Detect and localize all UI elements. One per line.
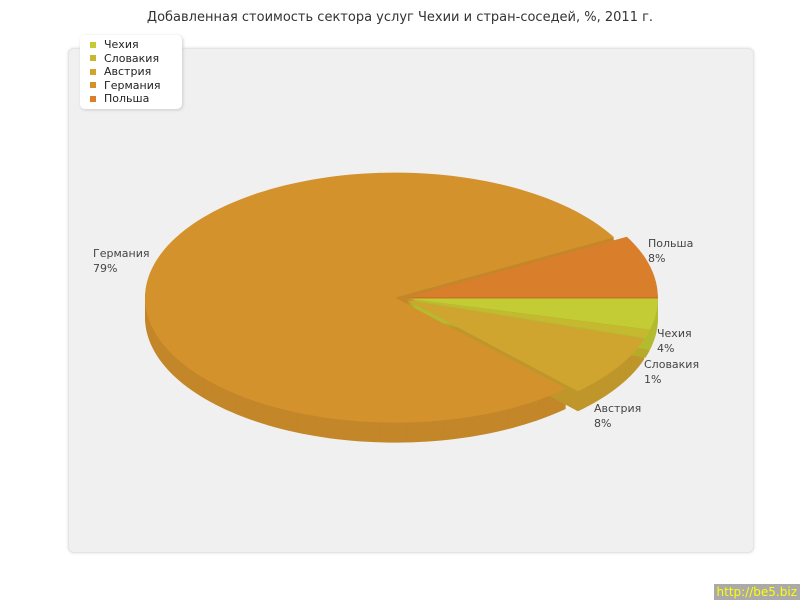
legend: Чехия Словакия Австрия Германия Польша xyxy=(80,35,183,109)
legend-item[interactable]: Словакия xyxy=(90,52,160,66)
legend-swatch xyxy=(90,41,96,48)
legend-label: Чехия xyxy=(104,38,139,52)
pie-slice[interactable] xyxy=(145,172,615,423)
legend-label: Словакия xyxy=(104,51,160,65)
pie-slice[interactable] xyxy=(406,300,645,392)
data-label-value: 8% xyxy=(594,417,611,430)
legend-item[interactable]: Чехия xyxy=(90,38,160,52)
data-label-name: Германия xyxy=(93,247,149,260)
legend-label: Польша xyxy=(104,92,150,106)
chart-title: Добавленная стоимость сектора услуг Чехи… xyxy=(146,10,654,25)
pie-slice[interactable] xyxy=(407,298,658,330)
data-label-value: 4% xyxy=(657,342,674,355)
data-label-name: Словакия xyxy=(644,358,699,371)
legend-swatch xyxy=(90,68,96,75)
legend-swatch xyxy=(90,55,96,62)
data-label-name: Чехия xyxy=(657,327,692,340)
legend-label: Австрия xyxy=(104,65,152,79)
data-label-name: Польша xyxy=(648,237,693,250)
legend-label: Германия xyxy=(104,78,161,92)
data-label-value: 79% xyxy=(93,262,117,275)
legend-item[interactable]: Польша xyxy=(90,92,160,106)
legend-item[interactable]: Австрия xyxy=(90,65,160,79)
pie-slice[interactable] xyxy=(407,299,650,338)
data-label-value: 1% xyxy=(644,373,661,386)
legend-item[interactable]: Германия xyxy=(90,79,160,93)
data-label-name: Австрия xyxy=(594,402,641,415)
watermark[interactable]: http://be5.biz xyxy=(713,584,800,600)
pie-slice[interactable] xyxy=(407,236,658,298)
legend-swatch xyxy=(90,95,96,102)
data-label-value: 8% xyxy=(648,252,665,265)
legend-swatch xyxy=(90,82,96,89)
